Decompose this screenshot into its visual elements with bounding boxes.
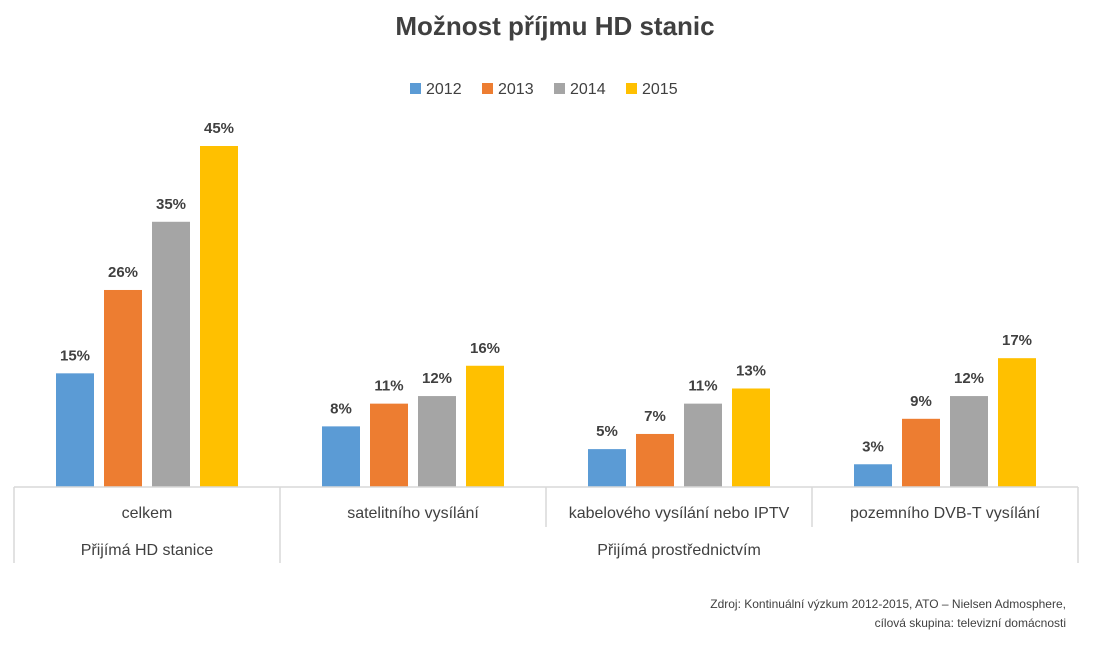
bar-2012-0 — [56, 373, 94, 487]
data-label-2012-2: 5% — [596, 423, 618, 440]
category-axis: celkem satelitního vysílání kabelového vys… — [13, 486, 1079, 563]
legend-label-2013: 2013 — [498, 81, 534, 98]
legend: 2012 2013 2014 2015 — [410, 81, 678, 98]
legend-label-2014: 2014 — [570, 81, 606, 98]
bar-2014-2 — [684, 403, 722, 487]
group-label-1: Přijímá prostřednictvím — [597, 542, 761, 559]
data-label-2013-0: 26% — [108, 264, 138, 281]
group-label-0: Přijímá HD stanice — [81, 542, 214, 559]
data-label-2012-0: 15% — [60, 347, 90, 364]
data-label-2015-1: 16% — [470, 340, 500, 357]
bar-2015-2 — [732, 388, 770, 487]
data-label-2013-3: 9% — [910, 393, 932, 410]
bar-2014-1 — [418, 396, 456, 487]
category-label-1: satelitního vysílání — [347, 505, 479, 522]
bar-2012-1 — [322, 426, 360, 487]
bars — [56, 146, 1036, 487]
bar-2015-1 — [466, 365, 504, 487]
data-label-2012-3: 3% — [862, 438, 884, 455]
data-label-2014-3: 12% — [954, 370, 984, 387]
bar-2013-2 — [636, 433, 674, 487]
category-label-2: kabelového vysílání nebo IPTV — [569, 505, 790, 522]
data-label-2014-1: 12% — [422, 370, 452, 387]
bar-2013-3 — [902, 418, 940, 487]
bar-2012-3 — [854, 464, 892, 487]
legend-label-2012: 2012 — [426, 81, 462, 98]
data-label-2012-1: 8% — [330, 400, 352, 417]
bar-2012-2 — [588, 449, 626, 487]
legend-label-2015: 2015 — [642, 81, 678, 98]
legend-swatch-2014 — [554, 83, 565, 94]
data-label-2014-2: 11% — [688, 378, 717, 395]
bar-2013-0 — [104, 289, 142, 487]
legend-swatch-2013 — [482, 83, 493, 94]
chart-title: Možnost příjmu HD stanic — [395, 11, 714, 41]
bar-2014-0 — [152, 221, 190, 487]
data-labels: 15% 8% 5% 3% 26% 11% 7% 9% 35% 12% 11% 12% 45% 16% 13%… — [60, 120, 1032, 455]
bar-2014-3 — [950, 396, 988, 487]
data-label-2013-1: 11% — [374, 378, 403, 395]
source-line-1: Zdroj: Kontinuální výzkum 2012-2015, ATO… — [710, 597, 1066, 611]
data-label-2015-0: 45% — [204, 120, 234, 137]
bar-2013-1 — [370, 403, 408, 487]
data-label-2015-2: 13% — [736, 362, 766, 379]
source-line-2: cílová skupina: televizní domácnosti — [875, 616, 1066, 630]
data-label-2014-0: 35% — [156, 196, 186, 213]
data-label-2013-2: 7% — [644, 408, 666, 425]
bar-2015-3 — [998, 358, 1036, 487]
data-label-2015-3: 17% — [1002, 332, 1032, 349]
bar-2015-0 — [200, 146, 238, 487]
legend-swatch-2012 — [410, 83, 421, 94]
legend-swatch-2015 — [626, 83, 637, 94]
category-label-0: celkem — [122, 505, 173, 522]
category-label-3: pozemního DVB-T vysílání — [850, 505, 1041, 522]
